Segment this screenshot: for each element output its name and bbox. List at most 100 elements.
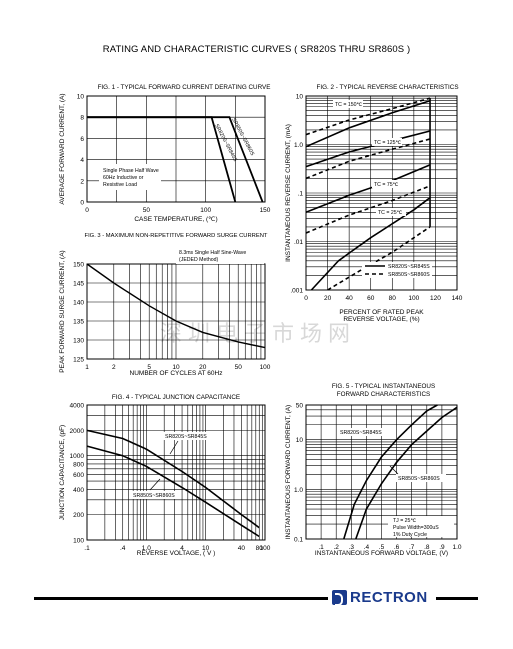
fig4-y-tick-label: 4000 [70, 403, 85, 410]
fig2-series-line [310, 197, 431, 291]
fig4-y-tick-label: 2000 [70, 428, 85, 435]
fig4-plot-frame [86, 404, 266, 541]
fig4-x-tick-label: 1.0 [142, 545, 151, 552]
fig4-x-tick-label: 4 [180, 545, 184, 552]
page-title: RATING AND CHARACTERISTIC CURVES ( SR820… [102, 44, 411, 55]
fig1-note-line: Single Phase Half Wave [103, 168, 159, 174]
fig2-x-tick-label: 60 [367, 295, 375, 302]
brand-name: RECTRON [350, 589, 428, 606]
fig2-legend-entry: SR820S~SR845S [388, 264, 430, 270]
fig4-x-axis-label: REVERSE VOLTAGE, ( V ) [137, 550, 216, 557]
fig4-label-bg [163, 432, 213, 440]
fig4-x-tick-label: .1 [84, 545, 90, 552]
fig5-y-tick-label: 0.1 [294, 537, 303, 544]
fig2-x-tick-label: 20 [324, 295, 332, 302]
fig2-y-tick-label: 1.0 [294, 142, 303, 149]
fig1-note-line: 60Hz Inductive or [103, 175, 144, 181]
fig2-annotation: TC = 125℃ [374, 140, 401, 146]
fig5-x-tick-label: .8 [424, 544, 430, 551]
fig1-y-axis-label: AVERAGE FORWARD CURRENT, (A) [59, 93, 66, 204]
fig5-x-tick-label: .1 [318, 544, 324, 551]
fig2-annotation: TC = 150℃ [335, 102, 362, 108]
fig2-x-axis-label: REVERSE VOLTAGE, (%) [343, 316, 419, 323]
fig5-y-tick-label: 1.0 [294, 487, 303, 494]
fig3-y-tick-label: 145 [73, 281, 84, 288]
fig5-x-tick-label: .9 [439, 544, 445, 551]
fig2-annotation-bg [372, 138, 402, 146]
fig1-title: FIG. 1 - TYPICAL FORWARD CURRENT DERATIN… [98, 84, 271, 91]
fig3-x-tick-label: 1 [85, 364, 89, 371]
fig5-series-line [343, 404, 438, 540]
fig4-y-axis-label: JUNCTION CAPACITANCE, (pF) [59, 425, 66, 520]
fig2-legend-entry: SR850S~SR860S [388, 272, 430, 278]
fig3-title: FIG. 3 - MAXIMUM NON-REPETITIVE FORWARD … [85, 233, 268, 239]
fig2-annotation: TC = 25℃ [378, 210, 403, 216]
fig5-note-line: Pulse Width=300uS [393, 525, 439, 531]
fig1-x-tick-label: 150 [260, 207, 271, 214]
fig3-y-tick-label: 150 [73, 262, 84, 269]
fig5-x-tick-label: .3 [349, 544, 355, 551]
footer-rule-right [436, 597, 478, 600]
fig4-x-tick-label: .4 [120, 545, 126, 552]
fig3-x-tick-label: 100 [260, 364, 271, 371]
fig4-series-label: SR820S~SR845S [165, 434, 207, 440]
fig2-x-tick-label: 0 [304, 295, 308, 302]
fig2-series-line [327, 226, 431, 291]
fig1-y-tick-label: 4 [80, 157, 84, 164]
fig3-y-tick-label: 135 [73, 319, 84, 326]
fig3-note-line: 8.3ms Single Half Sine-Wave [179, 250, 246, 256]
footer-rule-left [34, 597, 328, 600]
fig2-y-tick-label: .1 [298, 191, 304, 198]
fig4-x-tick-label: 100 [260, 545, 271, 552]
fig1-x-tick-label: 0 [85, 207, 89, 214]
fig1-x-tick-label: 50 [143, 207, 151, 214]
fig4-x-tick-label: 10 [202, 545, 210, 552]
fig3-note-box [176, 248, 264, 264]
fig4-y-tick-label: 800 [73, 461, 84, 468]
fig5-y-tick-label: 10 [296, 437, 304, 444]
fig2-x-axis-label: PERCENT OF RATED PEAK [339, 309, 424, 316]
fig1-y-tick-label: 0 [80, 200, 84, 207]
fig4-label-bg [131, 491, 181, 499]
fig4-label-leader [149, 478, 161, 491]
fig4-y-tick-label: 600 [73, 472, 84, 479]
fig1-y-tick-label: 10 [77, 94, 85, 101]
fig5-x-tick-label: .7 [409, 544, 415, 551]
fig5-note-line: 1% Duty Cycle [393, 532, 427, 538]
fig5-x-axis-label: INSTANTANEOUS FORWARD VOLTAGE, (V) [315, 550, 448, 557]
fig4-y-tick-label: 1000 [70, 453, 85, 460]
fig4-y-tick-label: 400 [73, 487, 84, 494]
fig2-series-line [305, 97, 431, 136]
fig5-x-tick-label: 1.0 [452, 544, 461, 551]
fig4-y-tick-label: 100 [73, 538, 84, 545]
fig3-x-axis-label: NUMBER OF CYCLES AT 60Hz [130, 370, 223, 377]
brand-logo: RECTRON [332, 589, 428, 606]
fig2-series-line [305, 130, 431, 168]
fig1-series-line [87, 116, 264, 203]
fig5-title: FORWARD CHARACTERISTICS [337, 391, 430, 398]
fig5-series-label: SR850S~SR860S [398, 476, 440, 482]
fig1-plot-frame [86, 95, 266, 203]
fig4-series-line [86, 429, 260, 529]
fig4-title: FIG. 4 - TYPICAL JUNCTION CAPACITANCE [112, 394, 240, 401]
fig3-x-tick-label: 5 [147, 364, 151, 371]
fig5-note-box [388, 516, 454, 537]
fig2-plot-frame [305, 95, 458, 291]
fig2-series-line [305, 138, 431, 180]
fig1-y-tick-label: 6 [80, 136, 84, 143]
fig3-x-tick-label: 20 [199, 364, 207, 371]
fig3-y-tick-label: 125 [73, 357, 84, 364]
fig2-series-line [305, 185, 431, 234]
fig2-annotation-bg [372, 180, 402, 188]
fig3-y-tick-label: 140 [73, 300, 84, 307]
fig2-x-tick-label: 140 [452, 295, 463, 302]
fig4-label-leader [169, 440, 179, 455]
fig3-y-axis-label: PEAK FORWARD SURGE CURRENT, (A) [59, 250, 66, 372]
fig5-plot-frame [305, 404, 458, 540]
fig2-x-tick-label: 80 [389, 295, 397, 302]
fig2-annotation-bg [333, 100, 363, 108]
fig5-x-tick-label: .6 [394, 544, 400, 551]
fig5-y-tick-label: 50 [296, 403, 304, 410]
fig2-y-tick-label: .01 [294, 239, 303, 246]
